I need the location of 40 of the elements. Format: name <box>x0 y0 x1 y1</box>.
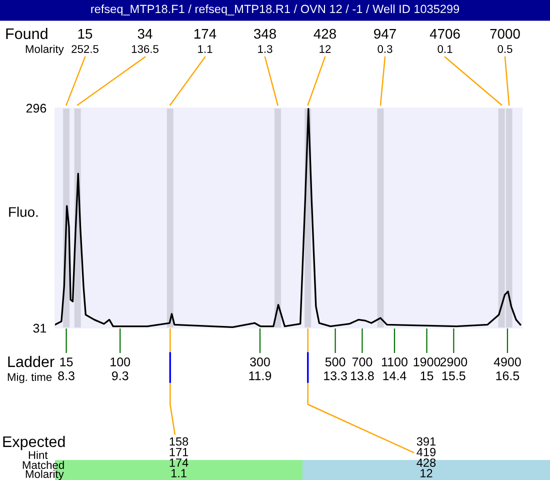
band-label: 947 0.3 <box>374 28 396 53</box>
x-tick-label: 8.3 <box>58 371 74 380</box>
band-label: 34 136.5 <box>132 28 158 53</box>
x-tick-label: 9.3 <box>112 371 128 380</box>
band-label: 7000 0.5 <box>490 28 520 53</box>
text: 2900 <box>440 358 468 366</box>
band-label: 15 252.5 <box>72 29 98 53</box>
y-tick-label: 296 <box>26 104 46 113</box>
text: Hint <box>28 450 48 459</box>
text: 15 <box>60 358 73 366</box>
text: 500 <box>325 358 346 366</box>
band-label: 174 1.1 <box>194 29 216 53</box>
text: 100 <box>110 358 130 366</box>
x-tick-label: 11.9 <box>249 371 272 380</box>
text: 1100 <box>382 358 408 366</box>
text: Expected <box>3 436 65 450</box>
text: 700 <box>352 358 372 366</box>
text: Matched <box>22 460 64 469</box>
y-tick-label: 31 <box>33 324 46 333</box>
text: 300 <box>250 358 270 366</box>
text: Found <box>6 28 48 40</box>
band-label: 348 1.3 <box>254 28 276 53</box>
chart-title: refseq_MTP18.F1 / refseq_MTP18.R1 / OVN 12 / -1 / Well ID 1035299 <box>91 4 460 16</box>
y-axis-title: Fluo. <box>9 206 38 217</box>
x-tick-label: 13.8 <box>351 371 374 380</box>
annotation: 158 171 174 1.1 <box>170 437 188 478</box>
band-label: 428 12 <box>314 28 336 53</box>
text: 1900 <box>414 358 440 366</box>
text: Ladder <box>8 356 54 368</box>
x-tick-label: 15.5 <box>442 372 466 380</box>
text: Molarity <box>26 470 64 480</box>
annotation: 391 419 428 12 <box>416 437 436 478</box>
x-axis-title: Mig. time <box>8 372 52 384</box>
text: Molarity <box>26 44 64 56</box>
x-tick-label: 15 <box>420 372 434 380</box>
band-label: 4706 0.1 <box>430 28 460 53</box>
x-tick-label: 14.4 <box>383 372 406 380</box>
x-tick-label: 16.5 <box>496 371 520 380</box>
x-tick-label: 13.3 <box>324 371 347 380</box>
text: 4900 <box>494 358 521 366</box>
